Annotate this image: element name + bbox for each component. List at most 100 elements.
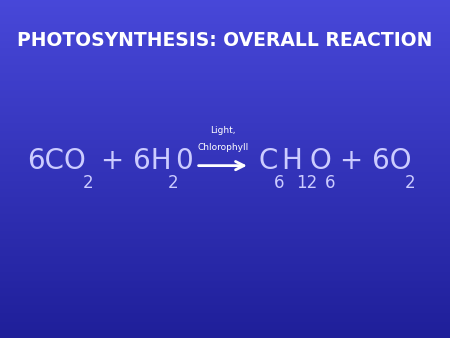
Bar	[0, 271, 450, 273]
Bar	[0, 26, 450, 27]
Bar	[0, 75, 450, 77]
Bar	[0, 78, 450, 79]
Bar	[0, 227, 450, 229]
Bar	[0, 132, 450, 133]
Bar	[0, 48, 450, 50]
Bar	[0, 314, 450, 315]
Bar	[0, 296, 450, 297]
Bar	[0, 300, 450, 301]
Bar	[0, 25, 450, 26]
Bar	[0, 231, 450, 232]
Text: Chlorophyll: Chlorophyll	[197, 143, 248, 151]
Bar	[0, 80, 450, 81]
Bar	[0, 7, 450, 8]
Bar	[0, 182, 450, 183]
Bar	[0, 336, 450, 337]
Bar	[0, 210, 450, 211]
Bar	[0, 124, 450, 125]
Bar	[0, 115, 450, 116]
Bar	[0, 51, 450, 52]
Bar	[0, 290, 450, 291]
Bar	[0, 45, 450, 46]
Bar	[0, 312, 450, 313]
Bar	[0, 281, 450, 282]
Bar	[0, 36, 450, 37]
Bar	[0, 102, 450, 104]
Bar	[0, 204, 450, 205]
Bar	[0, 328, 450, 329]
Bar	[0, 44, 450, 45]
Bar	[0, 90, 450, 91]
Bar	[0, 212, 450, 213]
Bar	[0, 141, 450, 142]
Bar	[0, 46, 450, 47]
Bar	[0, 265, 450, 266]
Bar	[0, 88, 450, 89]
Bar	[0, 232, 450, 233]
Bar	[0, 20, 450, 21]
Bar	[0, 225, 450, 226]
Bar	[0, 33, 450, 34]
Bar	[0, 67, 450, 68]
Bar	[0, 47, 450, 48]
Bar	[0, 261, 450, 263]
Bar	[0, 188, 450, 189]
Bar	[0, 270, 450, 271]
Bar	[0, 252, 450, 254]
Bar	[0, 24, 450, 25]
Bar	[0, 263, 450, 264]
Bar	[0, 148, 450, 149]
Bar	[0, 73, 450, 74]
Bar	[0, 29, 450, 30]
Bar	[0, 217, 450, 219]
Bar	[0, 13, 450, 14]
Bar	[0, 176, 450, 177]
Bar	[0, 118, 450, 119]
Bar	[0, 121, 450, 122]
Bar	[0, 244, 450, 246]
Bar	[0, 142, 450, 143]
Bar	[0, 145, 450, 146]
Bar	[0, 318, 450, 319]
Bar	[0, 246, 450, 247]
Bar	[0, 276, 450, 277]
Bar	[0, 11, 450, 13]
Bar	[0, 82, 450, 83]
Bar	[0, 170, 450, 171]
Bar	[0, 226, 450, 227]
Bar	[0, 309, 450, 310]
Bar	[0, 293, 450, 294]
Bar	[0, 301, 450, 302]
Bar	[0, 205, 450, 206]
Bar	[0, 323, 450, 324]
Bar	[0, 287, 450, 288]
Bar	[0, 79, 450, 80]
Bar	[0, 331, 450, 332]
Bar	[0, 139, 450, 140]
Text: H: H	[281, 147, 302, 175]
Bar	[0, 335, 450, 336]
Bar	[0, 8, 450, 9]
Bar	[0, 133, 450, 134]
Bar	[0, 89, 450, 90]
Bar	[0, 104, 450, 105]
Bar	[0, 154, 450, 155]
Bar	[0, 320, 450, 321]
Bar	[0, 153, 450, 154]
Bar	[0, 144, 450, 145]
Bar	[0, 230, 450, 231]
Bar	[0, 292, 450, 293]
Bar	[0, 334, 450, 335]
Bar	[0, 131, 450, 132]
Bar	[0, 242, 450, 243]
Bar	[0, 19, 450, 20]
Bar	[0, 291, 450, 292]
Bar	[0, 256, 450, 257]
Text: O: O	[310, 147, 331, 175]
Bar	[0, 277, 450, 278]
Bar	[0, 18, 450, 19]
Bar	[0, 268, 450, 269]
Bar	[0, 35, 450, 36]
Bar	[0, 14, 450, 15]
Bar	[0, 74, 450, 75]
